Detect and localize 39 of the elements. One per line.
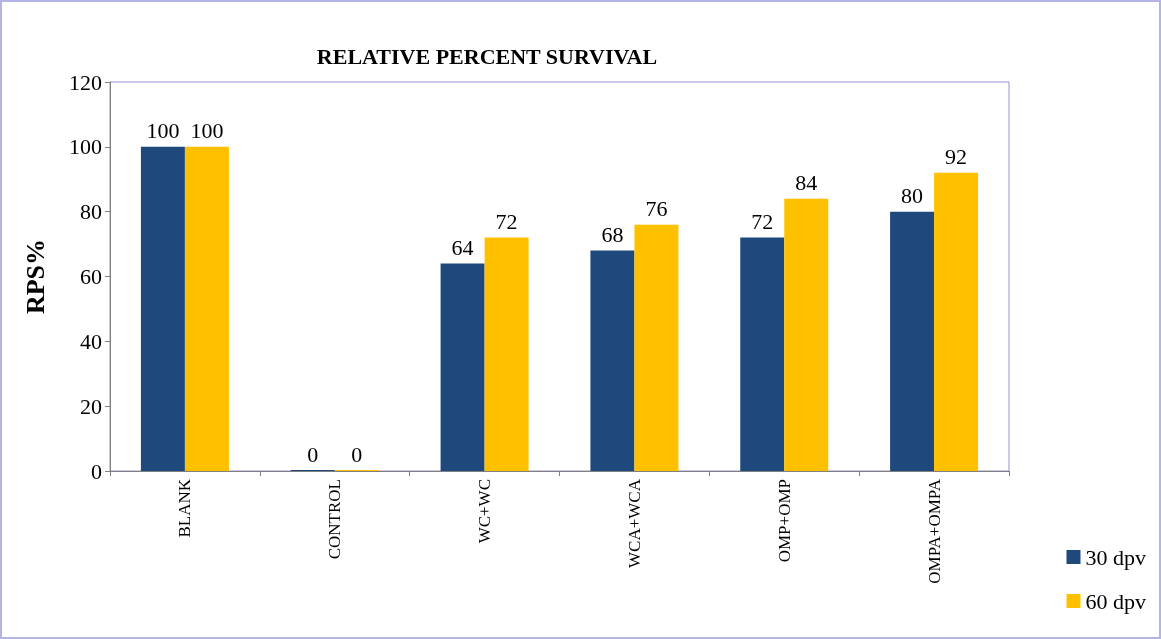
y-tick-label: 20 bbox=[80, 393, 102, 419]
y-tick-label: 120 bbox=[69, 69, 102, 95]
x-tick-label: BLANK bbox=[175, 478, 195, 538]
x-tick-label: WC+WC bbox=[475, 479, 495, 544]
y-axis-title: RPS% bbox=[20, 238, 50, 315]
x-tick-label: WCA+WCA bbox=[624, 478, 644, 568]
data-label: 0 bbox=[351, 441, 363, 467]
x-tick-label: OMPA+OMPA bbox=[924, 478, 944, 584]
bar bbox=[184, 146, 229, 471]
y-tick-label: 100 bbox=[69, 134, 102, 160]
data-label: 72 bbox=[495, 209, 518, 235]
data-label: 76 bbox=[645, 196, 668, 222]
chart-title: RELATIVE PERCENT SURVIVAL bbox=[316, 43, 658, 69]
y-tick-label: 40 bbox=[80, 328, 102, 354]
data-label: 0 bbox=[307, 441, 319, 467]
legend-label: 30 dpv bbox=[1085, 544, 1146, 570]
bar bbox=[590, 250, 635, 471]
data-label: 68 bbox=[601, 222, 624, 248]
data-label: 100 bbox=[190, 118, 224, 144]
bar bbox=[740, 237, 785, 471]
data-label: 64 bbox=[451, 235, 474, 261]
data-label: 92 bbox=[945, 144, 968, 170]
bar bbox=[140, 146, 185, 471]
data-label: 80 bbox=[901, 183, 924, 209]
data-label: 100 bbox=[146, 118, 180, 144]
bar bbox=[890, 211, 935, 471]
bar bbox=[634, 224, 679, 471]
y-tick-label: 0 bbox=[91, 458, 102, 484]
x-tick-label: OMP+OMP bbox=[774, 479, 794, 563]
data-label: 72 bbox=[751, 209, 774, 235]
y-tick-label: 80 bbox=[80, 199, 102, 225]
x-tick-label: CONTROL bbox=[325, 479, 345, 560]
bar bbox=[484, 237, 529, 471]
legend-label: 60 dpv bbox=[1085, 588, 1146, 614]
data-label: 84 bbox=[795, 170, 818, 196]
bar bbox=[440, 263, 485, 471]
bar bbox=[784, 198, 829, 471]
bar bbox=[934, 172, 979, 471]
y-tick-label: 60 bbox=[80, 264, 102, 289]
